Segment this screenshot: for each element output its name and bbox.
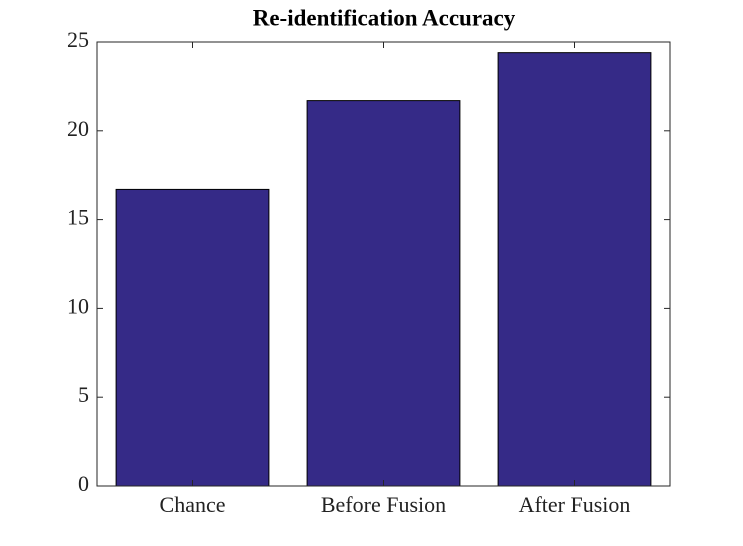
y-tick-label: 25 <box>67 27 89 52</box>
bar <box>115 188 270 487</box>
x-tick-label: Chance <box>160 492 226 517</box>
bar <box>497 52 652 487</box>
plot-frame <box>96 41 671 487</box>
x-tick-label: After Fusion <box>519 492 631 517</box>
y-tick-label: 5 <box>78 382 89 407</box>
bar <box>306 100 461 487</box>
x-tick-label: Before Fusion <box>321 492 446 517</box>
y-tick-label: 10 <box>67 293 89 318</box>
chart-title: Re-identification Accuracy <box>253 5 516 30</box>
y-tick-label: 15 <box>67 205 89 230</box>
y-tick-label: 0 <box>78 471 89 496</box>
y-tick-label: 20 <box>67 116 89 141</box>
